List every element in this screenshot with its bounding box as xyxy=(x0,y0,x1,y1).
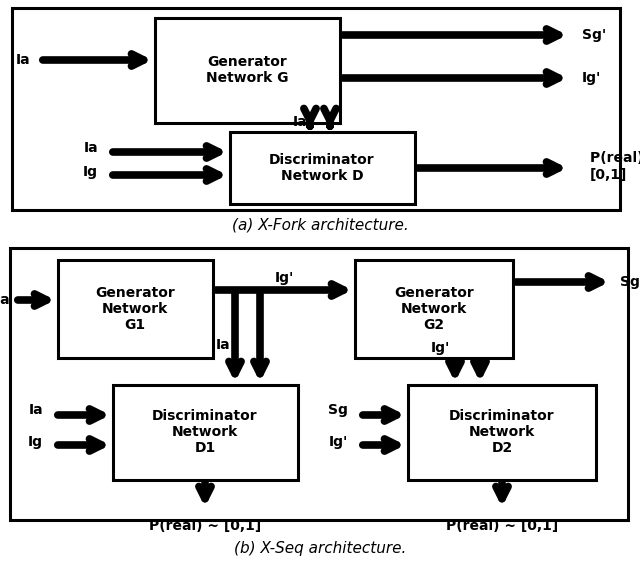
Text: Discriminator
Network D: Discriminator Network D xyxy=(269,153,375,183)
Text: Sg: Sg xyxy=(328,403,348,417)
Text: Discriminator
Network
D1: Discriminator Network D1 xyxy=(152,409,258,455)
Text: (a) X-Fork architecture.: (a) X-Fork architecture. xyxy=(232,218,408,232)
Bar xyxy=(10,248,628,520)
Text: Ia: Ia xyxy=(0,293,10,307)
Bar xyxy=(408,385,596,480)
Text: Ia: Ia xyxy=(28,403,43,417)
Bar xyxy=(355,260,513,358)
Text: Ia: Ia xyxy=(216,338,230,352)
Text: Ia: Ia xyxy=(15,53,30,67)
Bar xyxy=(230,132,415,204)
Text: (b) X-Seq architecture.: (b) X-Seq architecture. xyxy=(234,540,406,556)
Bar xyxy=(113,385,298,480)
Text: Sg': Sg' xyxy=(620,275,640,289)
Text: Ig': Ig' xyxy=(328,435,348,449)
Text: Generator
Network
G2: Generator Network G2 xyxy=(394,286,474,332)
Text: [0,1]: [0,1] xyxy=(590,168,627,182)
Text: Generator
Network
G1: Generator Network G1 xyxy=(95,286,175,332)
Text: Ig': Ig' xyxy=(275,271,294,285)
Text: Ig: Ig xyxy=(28,435,43,449)
Bar xyxy=(155,18,340,123)
Text: P(real) ~ [0,1]: P(real) ~ [0,1] xyxy=(446,519,558,533)
Bar xyxy=(58,260,213,358)
Text: Ia: Ia xyxy=(83,141,98,155)
Text: Ig': Ig' xyxy=(582,71,602,85)
Text: Generator
Network G: Generator Network G xyxy=(205,55,288,85)
Text: P(real) ~ [0,1]: P(real) ~ [0,1] xyxy=(149,519,261,533)
Text: Ig: Ig xyxy=(83,165,98,179)
Text: Ia: Ia xyxy=(292,115,307,129)
Text: P(real) ~: P(real) ~ xyxy=(590,151,640,165)
Bar xyxy=(12,8,620,210)
Text: Sg': Sg' xyxy=(582,28,606,42)
Text: Discriminator
Network
D2: Discriminator Network D2 xyxy=(449,409,555,455)
Text: Ig': Ig' xyxy=(431,341,450,355)
